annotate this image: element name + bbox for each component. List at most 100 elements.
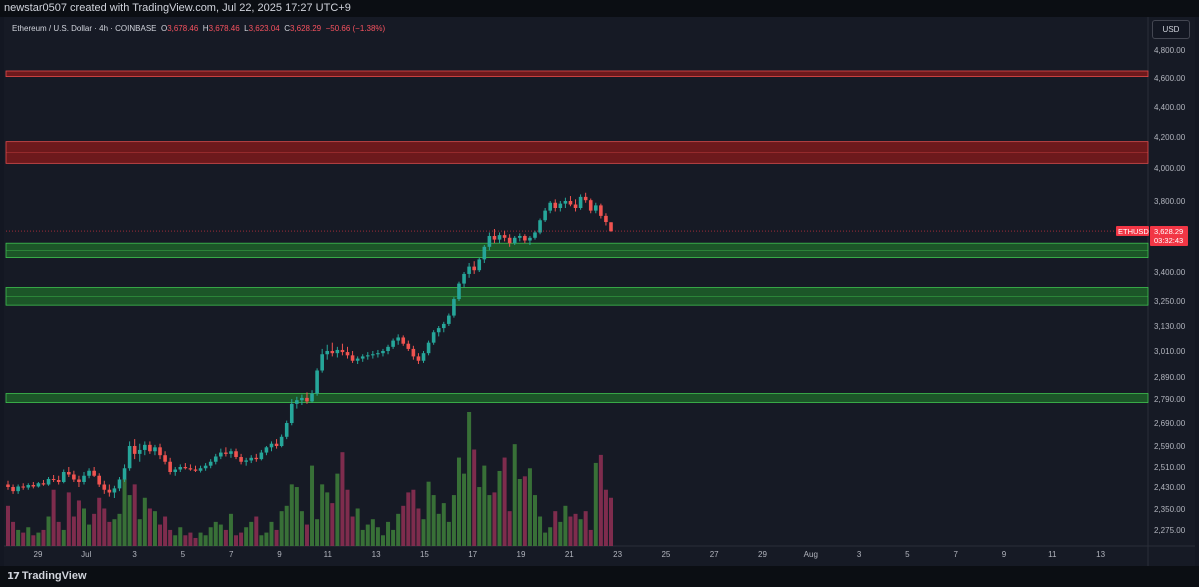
volume-bar xyxy=(517,479,522,546)
symbol-legend[interactable]: Ethereum / U.S. Dollar · 4h · COINBASE O… xyxy=(12,24,385,34)
volume-bar xyxy=(310,465,315,546)
symbol-tag-label: ETHUSD xyxy=(1118,227,1149,236)
volume-bar xyxy=(173,535,178,546)
symbol-tag xyxy=(1116,226,1149,237)
candle-body xyxy=(249,457,254,461)
x-tick-label: 3 xyxy=(132,550,137,559)
volume-bar xyxy=(345,489,350,546)
candle-body xyxy=(158,447,162,456)
candle-body xyxy=(36,483,41,487)
low-value: 3,623.04 xyxy=(248,24,280,33)
volume-bar xyxy=(127,495,132,546)
candle-body xyxy=(548,202,552,211)
candle-body xyxy=(46,479,51,485)
candle-body xyxy=(593,205,598,211)
x-tick-label: 21 xyxy=(565,550,574,559)
volume-bar xyxy=(507,511,512,546)
volume-bar xyxy=(543,532,548,546)
volume-bar xyxy=(71,516,76,546)
candle-body xyxy=(543,210,547,221)
volume-bar xyxy=(178,527,183,546)
candle-body xyxy=(178,467,183,470)
candle-body xyxy=(72,474,76,480)
volume-bar xyxy=(36,532,41,546)
y-tick-label: 4,000.00 xyxy=(1154,164,1186,173)
high-value: 3,678.46 xyxy=(208,24,240,33)
price-tag-label: 3,628.29 xyxy=(1154,227,1183,236)
volume-bar xyxy=(304,524,309,546)
candle-body xyxy=(56,480,61,482)
volume-bar xyxy=(583,511,588,546)
candle-body xyxy=(538,220,542,233)
candle-body xyxy=(97,475,102,485)
candle-body xyxy=(153,447,157,452)
candle-body xyxy=(107,489,112,493)
x-tick-label: 19 xyxy=(517,550,526,559)
candle-body xyxy=(426,342,431,354)
volume-bar xyxy=(244,527,249,546)
volume-bar xyxy=(426,481,431,546)
volume-bar xyxy=(299,511,304,546)
volume-bar xyxy=(122,479,127,546)
volume-bar xyxy=(456,457,461,546)
candle-body xyxy=(396,337,400,341)
tradingview-brand[interactable]: 𝟭𝟳 TradingView xyxy=(7,570,87,583)
volume-bar xyxy=(370,519,375,546)
volume-bar xyxy=(259,535,264,546)
candle-body xyxy=(507,237,512,244)
volume-bar xyxy=(289,484,294,546)
currency-button[interactable]: USD xyxy=(1152,20,1190,39)
candle-body xyxy=(168,461,172,472)
attribution-bar: newstar0507 created with TradingView.com… xyxy=(0,0,1199,17)
volume-bar xyxy=(573,513,578,546)
volume-bar xyxy=(603,489,608,546)
volume-bar xyxy=(340,452,345,546)
candle-body xyxy=(558,203,563,208)
candle-body xyxy=(482,246,487,260)
volume-bar xyxy=(92,513,97,546)
y-tick-label: 2,690.00 xyxy=(1154,419,1186,428)
volume-bar xyxy=(416,508,421,546)
volume-bar xyxy=(26,527,31,546)
volume-bar xyxy=(31,535,36,546)
candle-body xyxy=(67,472,71,475)
candle-body xyxy=(203,465,208,469)
attribution-text: newstar0507 created with TradingView.com… xyxy=(4,2,351,14)
volume-bar xyxy=(411,489,416,546)
volume-bar xyxy=(228,513,233,546)
y-tick-label: 4,800.00 xyxy=(1154,46,1186,55)
candle-body xyxy=(335,349,340,354)
volume-bar xyxy=(56,521,61,546)
volume-bar xyxy=(502,457,507,546)
symbol-label: Ethereum / U.S. Dollar · 4h · COINBASE xyxy=(12,24,157,33)
change-value: −50.66 (−1.38%) xyxy=(325,24,386,33)
candle-body xyxy=(355,358,360,361)
volume-bar xyxy=(76,500,81,546)
volume-bar xyxy=(360,529,365,546)
candle-body xyxy=(512,237,517,244)
candle-body xyxy=(330,351,335,354)
tradingview-logo-icon: 𝟭𝟳 xyxy=(7,571,20,582)
candle-body xyxy=(365,355,370,357)
candle-body xyxy=(462,273,466,284)
candle-body xyxy=(188,468,193,470)
volume-bar xyxy=(451,495,456,546)
volume-bar xyxy=(66,492,71,546)
x-tick-label: 29 xyxy=(34,550,43,559)
volume-bar xyxy=(446,521,451,546)
volume-bar xyxy=(158,524,163,546)
volume-bar xyxy=(274,529,279,546)
candle-body xyxy=(305,397,309,402)
close-label: C xyxy=(284,24,290,33)
volume-bar xyxy=(61,529,66,546)
candle-body xyxy=(573,204,578,208)
candle-body xyxy=(92,470,96,476)
candle-body xyxy=(193,469,198,471)
candle-body xyxy=(502,235,507,238)
x-tick-label: 9 xyxy=(1002,550,1007,559)
volume-bar xyxy=(112,519,117,546)
x-tick-label: Aug xyxy=(804,550,818,559)
volume-bar xyxy=(609,497,613,546)
price-tag xyxy=(1150,226,1188,247)
